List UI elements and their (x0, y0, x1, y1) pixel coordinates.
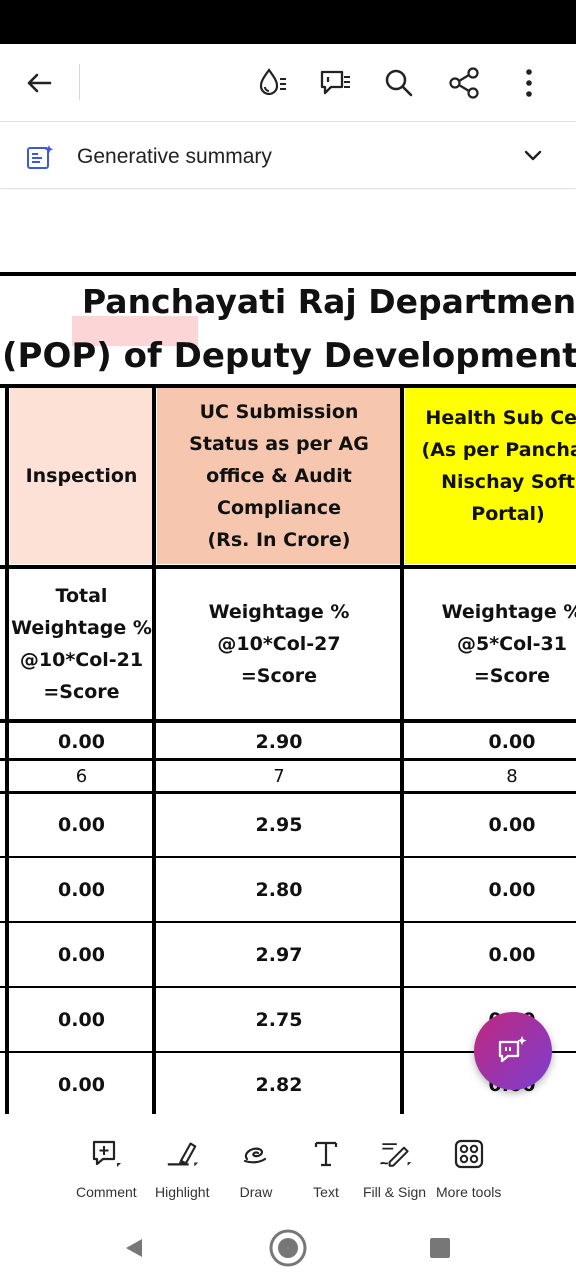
weightage-col-31: Weightage % @5*Col-31 =Score (441, 601, 576, 687)
chevron-down-icon[interactable] (520, 143, 546, 169)
table-cell: 0.00 (58, 1073, 105, 1096)
table-rule (0, 719, 576, 723)
weightage-col-27: Weightage % @10*Col-27 =Score (208, 601, 350, 687)
table-cell: 0.00 (488, 813, 536, 836)
share-button[interactable] (441, 60, 487, 106)
system-nav-bar (0, 1214, 576, 1280)
column-number: 6 (75, 765, 88, 787)
column-number: 7 (273, 765, 285, 787)
header-uc-submission: UC Submission Status as per AG office & … (157, 388, 401, 564)
fill-sign-icon (379, 1143, 411, 1167)
generative-summary-label: Generative summary (77, 145, 272, 168)
recents-square-icon (430, 1238, 450, 1258)
table-cell: 0.00 (488, 943, 536, 966)
table-col-rule (5, 386, 9, 1114)
draw-tool[interactable]: Draw (238, 1136, 274, 1200)
draw-icon (243, 1147, 267, 1164)
table-rule (0, 986, 576, 988)
toolbar-divider (79, 64, 80, 100)
more-vertical-icon (526, 69, 532, 97)
document-title: Panchayati Raj Department (82, 282, 576, 321)
more-tools[interactable]: More tools (436, 1136, 501, 1200)
more-tools-icon (454, 1139, 483, 1169)
table-cell: 0.00 (58, 878, 105, 901)
table-col-rule (400, 386, 404, 1114)
table-rule (0, 791, 576, 794)
ai-assistant-button[interactable] (474, 1012, 552, 1090)
table-cell: 0.00 (58, 730, 105, 753)
table-cell: 0.00 (58, 943, 105, 966)
comment-add-icon (93, 1140, 122, 1167)
generative-summary-bar[interactable]: Generative summary (0, 123, 576, 189)
highlight-annotation (72, 316, 198, 346)
table-cell: 2.82 (255, 1073, 303, 1096)
table-rule (0, 856, 576, 858)
read-aloud-icon (259, 68, 286, 96)
nav-home-button[interactable] (268, 1228, 308, 1268)
table-cell: 2.97 (255, 943, 303, 966)
back-triangle-icon (126, 1239, 142, 1257)
table-rule (0, 921, 576, 923)
search-icon (385, 69, 413, 97)
arrow-left-icon (27, 73, 52, 93)
text-icon (314, 1141, 338, 1167)
header-health-sub-centre: Health Sub Cen (As per Panchay Nischay S… (405, 388, 576, 564)
search-button[interactable] (376, 60, 422, 106)
weightage-col-21: Total Weightage % @10*Col-21 =Score (11, 585, 152, 703)
table-cell: 0.00 (488, 730, 536, 753)
ai-summary-icon (27, 145, 54, 169)
nav-back-button[interactable] (114, 1228, 154, 1268)
comment-list-icon (320, 70, 350, 95)
table-rule (0, 384, 576, 388)
read-aloud-button[interactable] (248, 60, 294, 106)
more-options-button[interactable] (506, 60, 552, 106)
table-cell: 2.80 (255, 878, 303, 901)
text-tool[interactable]: Text (308, 1136, 344, 1200)
table-cell: 2.75 (255, 1008, 303, 1031)
back-button[interactable] (16, 60, 62, 106)
nav-recents-button[interactable] (420, 1228, 460, 1268)
top-toolbar (0, 44, 576, 122)
table-cell: 0.00 (58, 1008, 105, 1031)
document-subtitle: (POP) of Deputy Development Cor (2, 336, 576, 376)
table-rule (0, 758, 576, 761)
status-bar (0, 0, 576, 44)
comment-tool[interactable]: Comment (76, 1136, 137, 1200)
highlight-tool[interactable]: Highlight (155, 1136, 209, 1200)
highlighter-icon (168, 1142, 199, 1167)
comments-button[interactable] (312, 60, 358, 106)
bottom-tools-toolbar: Comment Highlight Draw Text Fill & Sign … (0, 1114, 576, 1214)
table-col-rule (152, 386, 156, 1114)
table-cell: 0.00 (488, 878, 536, 901)
share-icon (449, 67, 479, 99)
table-rule (0, 1051, 576, 1053)
fill-sign-tool[interactable]: Fill & Sign (363, 1136, 426, 1200)
column-number: 8 (506, 765, 518, 787)
header-inspection: Inspection (10, 388, 153, 564)
ai-assistant-icon (498, 1036, 527, 1063)
table-rule (0, 565, 576, 569)
home-circle-icon (269, 1229, 307, 1267)
table-cell: 2.95 (255, 813, 303, 836)
table-cell: 2.90 (255, 730, 303, 753)
table-cell: 0.00 (58, 813, 105, 836)
pdf-page[interactable]: Panchayati Raj Department (POP) of Deput… (0, 190, 576, 1114)
page-top-rule (0, 272, 576, 276)
